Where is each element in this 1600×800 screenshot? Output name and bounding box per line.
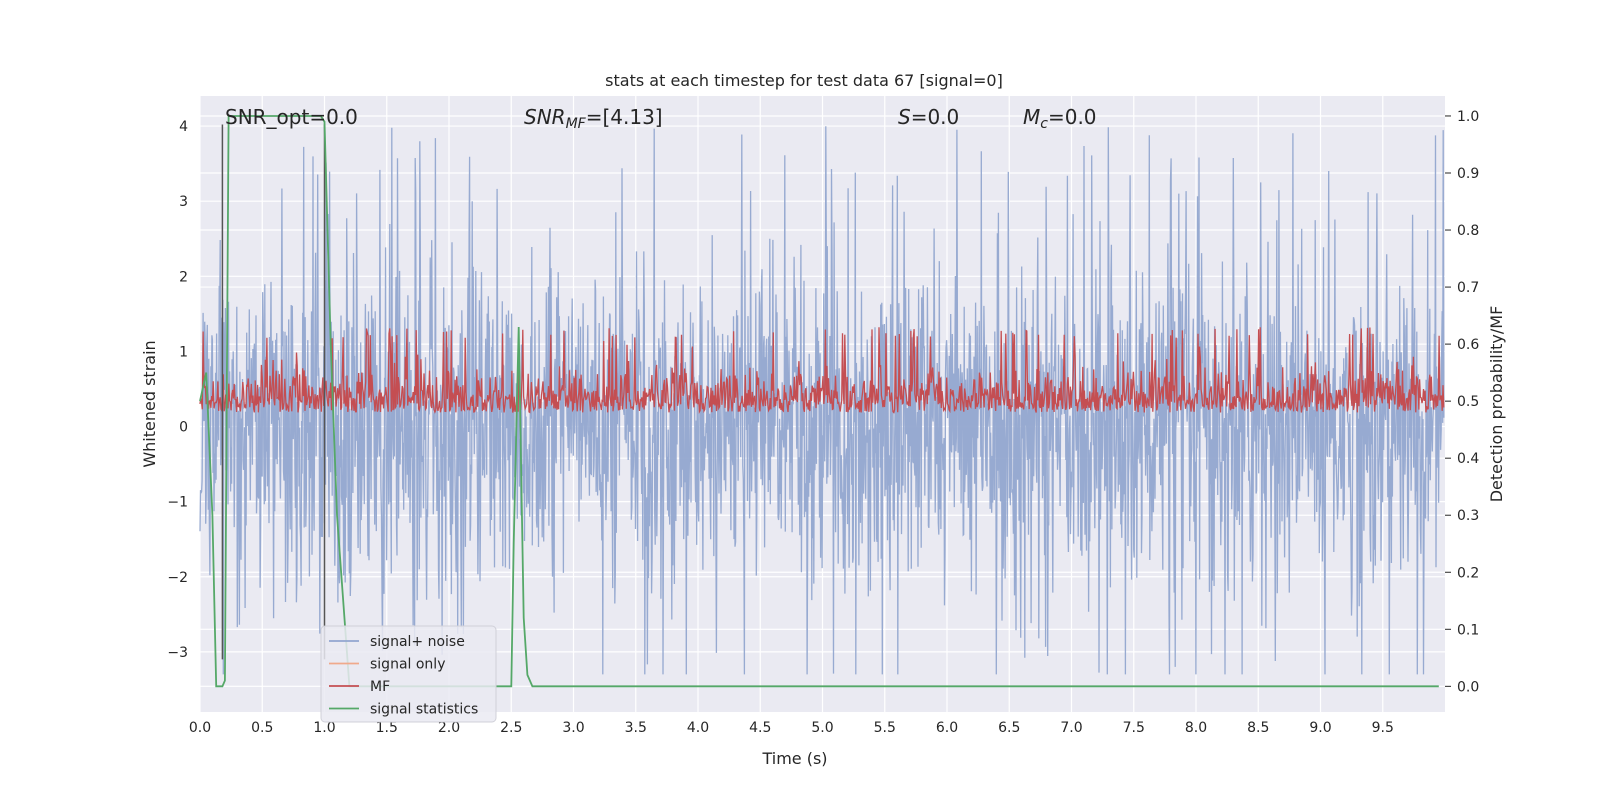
y-left-tick-label: −1 — [167, 495, 188, 511]
legend-label: signal only — [370, 657, 445, 673]
x-tick-label: 8.0 — [1185, 720, 1207, 736]
y-left-tick-label: 3 — [179, 194, 188, 210]
y-left-tick-label: 4 — [179, 119, 188, 135]
mf-series — [199, 327, 1445, 414]
x-tick-label: 7.0 — [1060, 720, 1082, 736]
x-axis-label: Time (s) — [761, 749, 827, 768]
legend: signal+ noise signal only MF signal statist… — [320, 625, 497, 723]
x-tick-label: 9.0 — [1309, 720, 1331, 736]
mc-value: =0.0 — [1048, 105, 1097, 129]
axis-ticks: 0.0 0.5 1.0 1.5 2.0 2.5 3.0 3.5 4.0 4.5 5.0 5.5 6.0 6… — [167, 109, 1479, 736]
y-right-tick-label: 0.9 — [1457, 166, 1479, 182]
snr-mf-annotation: SNRMF=[4.13] — [524, 105, 663, 132]
snr-mf-value: =[4.13] — [586, 105, 663, 129]
x-tick-label: 9.5 — [1372, 720, 1394, 736]
s-value: =0.0 — [911, 105, 960, 129]
snr-mf-sub: MF — [566, 116, 587, 132]
y-right-tick-label: 0.1 — [1457, 622, 1479, 638]
mf-line — [199, 327, 1445, 414]
snr-mf-name: SNR — [524, 105, 566, 129]
mc-sub: c — [1040, 116, 1048, 132]
y-axis-right-label: Detection probability/MF — [1487, 306, 1506, 503]
legend-box — [320, 625, 497, 723]
y-left-tick-label: 1 — [179, 344, 188, 360]
signal-statistics-line — [199, 115, 1439, 688]
x-tick-label: 1.0 — [313, 720, 335, 736]
y-right-tick-label: 0.7 — [1457, 280, 1479, 296]
y-left-tick-label: −2 — [167, 570, 188, 586]
x-tick-label: 8.5 — [1247, 720, 1269, 736]
s-annotation: S=0.0 — [898, 105, 959, 129]
y-right-tick-label: 0.5 — [1457, 394, 1479, 410]
x-tick-label: 4.0 — [687, 720, 709, 736]
chart-title: stats at each timestep for test data 67 … — [605, 71, 1003, 90]
mc-name: M — [1023, 105, 1040, 129]
x-tick-label: 6.5 — [998, 720, 1020, 736]
legend-label: signal statistics — [370, 702, 478, 718]
y-right-tick-label: 0.0 — [1457, 679, 1479, 695]
y-left-tick-label: −3 — [167, 645, 188, 661]
x-tick-label: 3.5 — [625, 720, 647, 736]
annotations: SNR_opt=0.0 SNRMF=[4.13] S=0.0 Mc=0.0 — [225, 105, 1097, 132]
y-right-tick-label: 0.3 — [1457, 508, 1479, 524]
x-tick-label: 1.5 — [376, 720, 398, 736]
y-right-tick-label: 0.8 — [1457, 223, 1479, 239]
y-left-tick-label: 0 — [179, 420, 188, 436]
vertical-markers — [221, 124, 326, 660]
y-left-tick-label: 2 — [179, 269, 188, 285]
x-tick-label: 4.5 — [749, 720, 771, 736]
y-right-tick-label: 0.6 — [1457, 337, 1479, 353]
legend-label: MF — [370, 679, 390, 695]
s-name: S — [898, 105, 911, 129]
y-right-tick-label: 0.2 — [1457, 565, 1479, 581]
snr-opt-annotation: SNR_opt=0.0 — [225, 105, 358, 129]
y-axis-left-label: Whitened strain — [140, 340, 159, 467]
signal-statistics-series — [199, 115, 1439, 688]
x-tick-label: 7.5 — [1123, 720, 1145, 736]
legend-label: signal+ noise — [370, 634, 465, 650]
x-tick-label: 2.5 — [500, 720, 522, 736]
y-right-tick-label: 1.0 — [1457, 109, 1479, 125]
x-tick-label: 0.5 — [251, 720, 273, 736]
y-right-tick-label: 0.4 — [1457, 451, 1479, 467]
x-tick-label: 6.0 — [936, 720, 958, 736]
x-tick-label: 0.0 — [189, 720, 211, 736]
x-tick-label: 5.0 — [811, 720, 833, 736]
x-tick-label: 2.0 — [438, 720, 460, 736]
mc-annotation: Mc=0.0 — [1023, 105, 1097, 132]
x-tick-label: 5.5 — [874, 720, 896, 736]
x-tick-label: 3.0 — [562, 720, 584, 736]
